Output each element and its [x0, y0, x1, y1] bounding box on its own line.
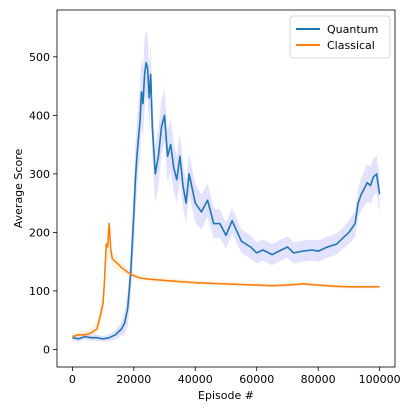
x-tick-label: 60000	[239, 373, 274, 386]
legend: Quantum Classical	[289, 15, 391, 59]
legend-label-quantum: Quantum	[327, 23, 378, 36]
x-axis: 0 20000 40000 60000 80000 100000	[69, 367, 401, 386]
x-axis-label: Episode #	[198, 389, 254, 402]
y-tick-label: 100	[29, 285, 50, 298]
x-tick-label: 20000	[116, 373, 151, 386]
y-axis-label: Average Score	[12, 149, 25, 229]
series-lines	[72, 61, 381, 340]
y-tick-label: 200	[29, 226, 50, 239]
band-classical	[72, 209, 380, 340]
y-axis: 0 100 200 300 400 500	[29, 51, 57, 356]
x-tick-label: 40000	[178, 373, 213, 386]
x-tick-label: 0	[69, 373, 76, 386]
series-line-classical	[72, 222, 380, 338]
confidence-bands	[72, 30, 380, 342]
plot-frame	[56, 9, 396, 368]
series-line-quantum	[72, 61, 381, 340]
y-tick-label: 0	[43, 343, 50, 356]
x-tick-label: 100000	[359, 373, 401, 386]
band-quantum	[72, 30, 380, 342]
y-tick-label: 300	[29, 168, 50, 181]
legend-box	[289, 15, 391, 59]
y-tick-label: 400	[29, 109, 50, 122]
legend-label-classical: Classical	[327, 39, 375, 52]
x-tick-label: 80000	[301, 373, 336, 386]
y-tick-label: 500	[29, 51, 50, 64]
